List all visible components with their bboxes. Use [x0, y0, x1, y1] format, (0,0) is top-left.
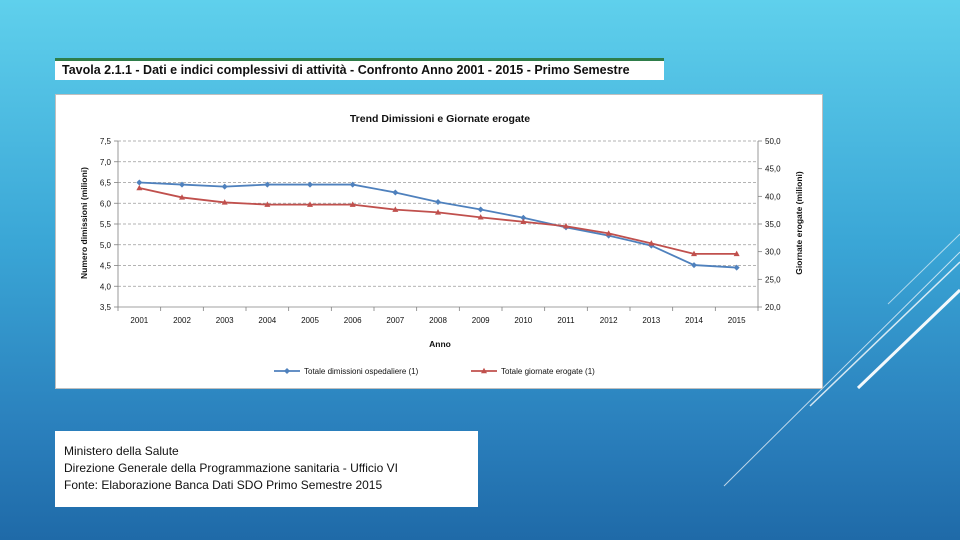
- data-point: [733, 250, 740, 257]
- x-tick-label: 2009: [472, 316, 490, 325]
- x-tick-label: 2015: [728, 316, 746, 325]
- data-point: [648, 240, 655, 246]
- x-tick-label: 2007: [386, 316, 404, 325]
- right-axis-ticks: 20,0 25,0 30,0 35,0 40,0 45,0 50,0: [758, 137, 781, 312]
- legend-marker: [284, 368, 290, 374]
- data-point: [392, 189, 399, 196]
- y-tick-label: 4,0: [100, 282, 112, 291]
- data-point: [307, 181, 313, 188]
- table-caption: Tavola 2.1.1 - Dati e indici complessivi…: [55, 58, 664, 80]
- x-tick-label: 2004: [258, 316, 276, 325]
- data-point: [179, 194, 185, 200]
- data-point: [221, 183, 228, 190]
- data-point: [179, 181, 185, 188]
- data-point: [435, 199, 441, 206]
- x-tick-label: 2013: [642, 316, 660, 325]
- data-point: [563, 223, 569, 229]
- data-point: [349, 201, 356, 207]
- y-tick-label: 4,5: [100, 262, 112, 271]
- y-tick-label: 3,5: [100, 303, 112, 312]
- x-axis-label: Anno: [429, 339, 451, 349]
- y2-tick-label: 40,0: [765, 192, 781, 201]
- y-tick-label: 6,5: [100, 179, 112, 188]
- x-tick-label: 2014: [685, 316, 703, 325]
- y-axis-label: Numero dimissioni (milioni): [79, 167, 89, 279]
- x-tick-label: 2011: [557, 316, 575, 325]
- data-point: [264, 181, 271, 188]
- x-tick-label: 2008: [429, 316, 447, 325]
- x-tick-label: 2001: [130, 316, 148, 325]
- y2-tick-label: 45,0: [765, 165, 781, 174]
- y2-tick-label: 30,0: [765, 248, 781, 257]
- data-point: [477, 214, 484, 220]
- data-point: [307, 201, 313, 207]
- gridlines: [117, 140, 759, 308]
- y-tick-label: 5,0: [100, 241, 112, 250]
- y2-tick-label: 25,0: [765, 275, 781, 284]
- data-point: [264, 201, 271, 207]
- data-point: [605, 230, 612, 236]
- y-tick-label: 6,0: [100, 199, 112, 208]
- line-chart: Trend Dimissioni e Giornate erogate 3,5 4…: [79, 113, 804, 376]
- y-tick-label: 7,0: [100, 158, 112, 167]
- x-tick-label: 2002: [173, 316, 191, 325]
- source-note: Ministero della Salute Direzione General…: [55, 431, 478, 507]
- y2-tick-label: 35,0: [765, 220, 781, 229]
- y-tick-label: 7,5: [100, 137, 112, 146]
- source-line-direction: Direzione Generale della Programmazione …: [64, 461, 398, 475]
- data-point: [520, 214, 527, 221]
- x-tick-label: 2006: [344, 316, 362, 325]
- x-tick-label: 2003: [216, 316, 234, 325]
- chart-container: Trend Dimissioni e Giornate erogate 3,5 4…: [55, 94, 823, 389]
- data-point: [221, 199, 228, 205]
- x-tick-label: 2010: [514, 316, 532, 325]
- data-point: [520, 218, 527, 224]
- legend-label: Totale giornate erogate (1): [501, 367, 595, 376]
- x-axis-ticks: 2001 2002 2003 2004 2005 2006 2007 2008 2009 2010…: [117, 307, 759, 325]
- source-line-ministry: Ministero della Salute: [64, 444, 179, 458]
- chart-legend: Totale dimissioni ospedaliere (1) Totale …: [274, 367, 595, 376]
- source-line-data-source: Fonte: Elaborazione Banca Dati SDO Primo…: [64, 478, 383, 492]
- chart-title: Trend Dimissioni e Giornate erogate: [350, 113, 530, 125]
- series-group: [136, 179, 740, 271]
- x-tick-label: 2005: [301, 316, 319, 325]
- data-point: [349, 181, 356, 188]
- legend-label: Totale dimissioni ospedaliere (1): [304, 367, 419, 376]
- x-tick-label: 2012: [600, 316, 618, 325]
- data-point: [136, 179, 143, 186]
- legend-marker: [481, 367, 487, 374]
- left-axis-ticks: 3,5 4,0 4,5 5,0 5,5 6,0 6,5 7,0 7,5: [100, 137, 118, 312]
- data-point: [691, 250, 697, 257]
- y2-axis-label: Giornate erogate (milioni): [794, 171, 804, 275]
- data-point: [392, 206, 399, 212]
- data-point: [136, 184, 143, 191]
- data-point: [477, 206, 484, 213]
- y-tick-label: 5,5: [100, 220, 112, 229]
- series-line-0: [139, 181, 737, 269]
- y2-tick-label: 50,0: [765, 137, 781, 146]
- y2-tick-label: 20,0: [765, 303, 781, 312]
- data-point: [691, 262, 697, 269]
- data-point: [435, 209, 441, 215]
- data-point: [733, 264, 740, 271]
